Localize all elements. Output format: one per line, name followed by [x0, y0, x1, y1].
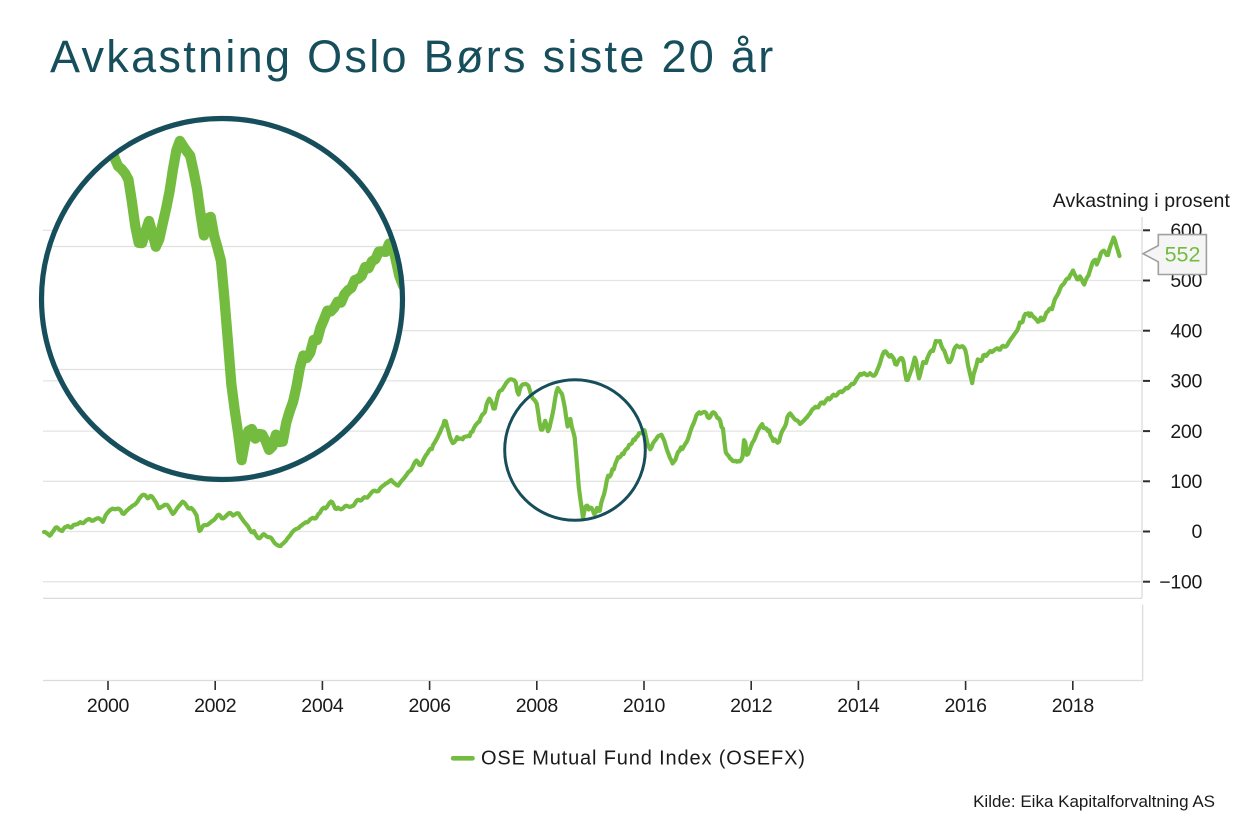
- svg-text:2010: 2010: [623, 695, 666, 717]
- svg-text:2008: 2008: [516, 695, 558, 717]
- svg-text:0: 0: [1191, 521, 1202, 543]
- svg-text:OSE Mutual Fund Index (OSEFX): OSE Mutual Fund Index (OSEFX): [481, 748, 806, 770]
- svg-text:2000: 2000: [87, 695, 130, 717]
- svg-text:2012: 2012: [730, 695, 772, 717]
- svg-text:500: 500: [1170, 270, 1202, 292]
- svg-text:552: 552: [1165, 243, 1201, 267]
- svg-text:Avkastning Oslo Børs siste 20: Avkastning Oslo Børs siste 20 år: [50, 31, 776, 82]
- svg-text:100: 100: [1170, 471, 1202, 493]
- svg-text:200: 200: [1170, 421, 1202, 443]
- svg-text:2002: 2002: [194, 695, 236, 717]
- svg-text:Avkastning i prosent: Avkastning i prosent: [1053, 190, 1231, 212]
- svg-text:2014: 2014: [837, 695, 880, 717]
- svg-text:2006: 2006: [409, 695, 451, 717]
- svg-text:300: 300: [1170, 371, 1202, 393]
- svg-text:400: 400: [1170, 320, 1202, 342]
- svg-text:2004: 2004: [301, 695, 344, 717]
- svg-text:2016: 2016: [945, 695, 987, 717]
- svg-text:2018: 2018: [1052, 695, 1094, 717]
- svg-text:Kilde: Eika Kapitalforvaltning: Kilde: Eika Kapitalforvaltning AS: [973, 792, 1215, 811]
- svg-text:−100: −100: [1159, 571, 1202, 593]
